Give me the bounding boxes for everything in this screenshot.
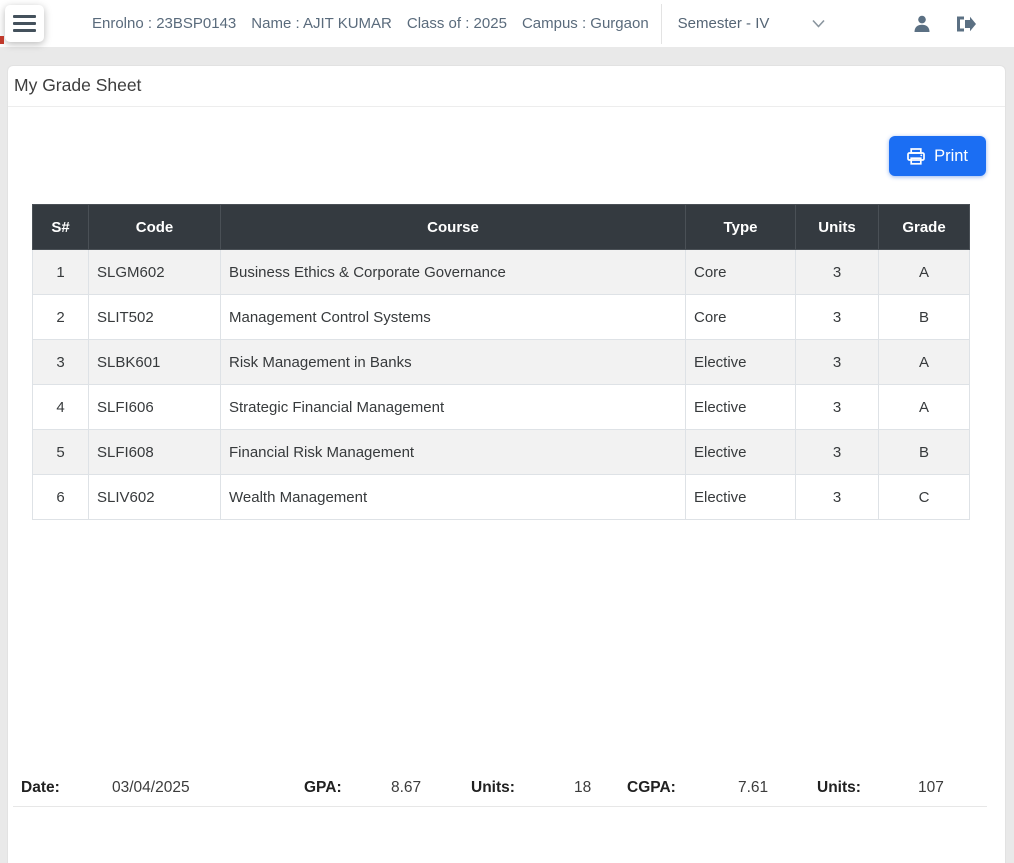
- cell-units: 3: [795, 384, 879, 430]
- print-button-label: Print: [934, 146, 968, 165]
- table-row: 5 SLFI608 Financial Risk Management Elec…: [32, 429, 970, 475]
- cell-sno: 6: [32, 474, 89, 520]
- cgpa-value: 7.61: [738, 779, 769, 796]
- table-row: 4 SLFI606 Strategic Financial Management…: [32, 384, 970, 430]
- cell-grade: A: [878, 339, 970, 385]
- cell-course: Financial Risk Management: [220, 429, 686, 475]
- col-header-units: Units: [795, 204, 879, 250]
- semester-selected-value: Semester - IV: [677, 15, 770, 32]
- cell-code: SLFI606: [88, 384, 221, 430]
- menu-toggle-button[interactable]: [5, 5, 44, 42]
- cell-grade: B: [878, 294, 970, 340]
- summary-row: Date: 03/04/2025 GPA: 8.67 Units: 18 CGP…: [8, 771, 1005, 807]
- user-icon[interactable]: [912, 14, 932, 34]
- cell-units: 3: [795, 339, 879, 385]
- grade-table: S# Code Course Type Units Grade 1 SLGM60…: [32, 204, 970, 520]
- cell-sno: 2: [32, 294, 89, 340]
- date-label: Date:: [21, 779, 60, 796]
- cell-sno: 5: [32, 429, 89, 475]
- cell-units: 3: [795, 249, 879, 295]
- student-name-text: Name : AJIT KUMAR: [251, 15, 392, 32]
- cell-code: SLIT502: [88, 294, 221, 340]
- semester-dropdown[interactable]: Semester - IV: [660, 3, 839, 44]
- cgpa-label: CGPA:: [627, 779, 676, 796]
- summary-divider: [13, 806, 987, 807]
- cell-type: Elective: [685, 474, 796, 520]
- cell-course: Management Control Systems: [220, 294, 686, 340]
- col-header-grade: Grade: [878, 204, 970, 250]
- cell-sno: 1: [32, 249, 89, 295]
- table-row: 1 SLGM602 Business Ethics & Corporate Go…: [32, 249, 970, 295]
- col-header-course: Course: [220, 204, 686, 250]
- cell-code: SLBK601: [88, 339, 221, 385]
- cell-course: Wealth Management: [220, 474, 686, 520]
- navbar-actions: [912, 14, 1014, 34]
- print-button[interactable]: Print: [889, 136, 986, 176]
- cell-course: Strategic Financial Management: [220, 384, 686, 430]
- cell-grade: B: [878, 429, 970, 475]
- cell-code: SLFI608: [88, 429, 221, 475]
- cell-grade: A: [878, 249, 970, 295]
- grade-sheet-panel: My Grade Sheet Print S# Code Course: [7, 65, 1006, 863]
- cell-sno: 3: [32, 339, 89, 385]
- units-value: 18: [574, 779, 592, 796]
- page-title: My Grade Sheet: [8, 66, 1005, 107]
- enrolno-text: Enrolno : 23BSP0143: [92, 15, 237, 32]
- table-header-row: S# Code Course Type Units Grade: [32, 204, 970, 250]
- cell-course: Business Ethics & Corporate Governance: [220, 249, 686, 295]
- cell-type: Elective: [685, 384, 796, 430]
- cell-sno: 4: [32, 384, 89, 430]
- date-value: 03/04/2025: [112, 779, 190, 796]
- cell-units: 3: [795, 474, 879, 520]
- cell-type: Core: [685, 294, 796, 340]
- cell-code: SLIV602: [88, 474, 221, 520]
- total-units-label: Units:: [817, 779, 861, 796]
- cell-type: Core: [685, 249, 796, 295]
- campus-text: Campus : Gurgaon: [521, 15, 649, 32]
- class-of-text: Class of : 2025: [406, 15, 507, 32]
- cell-grade: A: [878, 384, 970, 430]
- logout-icon[interactable]: [954, 14, 976, 34]
- cell-type: Elective: [685, 429, 796, 475]
- cell-units: 3: [795, 429, 879, 475]
- top-navbar: Enrolno : 23BSP0143 Name : AJIT KUMAR Cl…: [0, 0, 1014, 47]
- cell-course: Risk Management in Banks: [220, 339, 686, 385]
- units-label: Units:: [471, 779, 515, 796]
- table-row: 2 SLIT502 Management Control Systems Cor…: [32, 294, 970, 340]
- hamburger-icon: [13, 15, 36, 18]
- table-row: 3 SLBK601 Risk Management in Banks Elect…: [32, 339, 970, 385]
- col-header-sno: S#: [32, 204, 89, 250]
- gpa-label: GPA:: [304, 779, 342, 796]
- cell-units: 3: [795, 294, 879, 340]
- cell-type: Elective: [685, 339, 796, 385]
- chevron-down-icon: [812, 19, 825, 28]
- total-units-value: 107: [918, 779, 944, 796]
- printer-icon: [907, 147, 925, 165]
- col-header-type: Type: [685, 204, 796, 250]
- table-row: 6 SLIV602 Wealth Management Elective 3 C: [32, 474, 970, 520]
- sidebar-edge-accent: [0, 36, 4, 44]
- col-header-code: Code: [88, 204, 221, 250]
- student-info-bar: Enrolno : 23BSP0143 Name : AJIT KUMAR Cl…: [92, 15, 649, 32]
- cell-grade: C: [878, 474, 970, 520]
- panel-content: Print S# Code Course Type Units Grade 1: [8, 136, 1005, 520]
- gpa-value: 8.67: [391, 779, 422, 796]
- cell-code: SLGM602: [88, 249, 221, 295]
